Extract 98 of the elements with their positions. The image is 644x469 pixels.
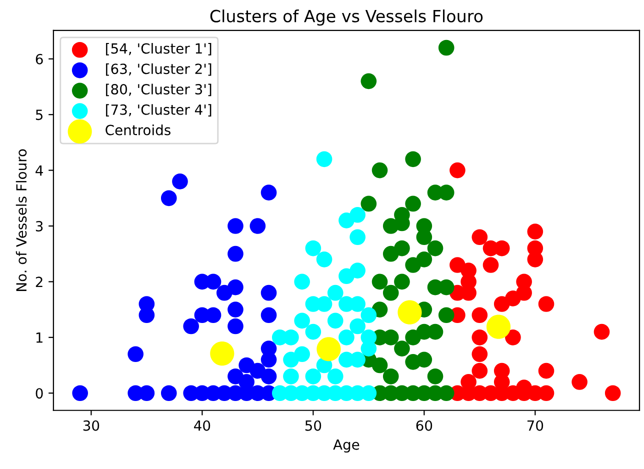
- chart-title: Clusters of Age vs Vessels Flouro: [210, 9, 483, 26]
- point: [260, 307, 277, 324]
- point: [360, 307, 377, 324]
- point: [416, 352, 432, 368]
- point: [350, 262, 366, 278]
- point: [294, 274, 310, 290]
- x-tick-label: 40: [194, 420, 210, 431]
- point: [305, 240, 322, 256]
- point: [228, 246, 244, 262]
- point: [260, 184, 277, 200]
- point: [72, 385, 88, 402]
- point: [316, 252, 332, 268]
- point: [405, 257, 421, 273]
- point: [327, 368, 344, 384]
- point: [250, 218, 266, 234]
- legend-label: [63, 'Cluster 2']: [106, 63, 212, 76]
- legend-label: [80, 'Cluster 3']: [106, 84, 212, 96]
- point: [338, 329, 354, 346]
- point: [305, 368, 322, 384]
- point: [538, 362, 554, 379]
- point: [360, 196, 377, 212]
- point: [472, 307, 488, 324]
- point: [505, 329, 521, 346]
- point: [472, 362, 488, 379]
- y-tick-label: 4: [36, 165, 43, 176]
- y-tick-label: 6: [36, 54, 43, 64]
- legend-label: [73, 'Cluster 4']: [106, 104, 212, 117]
- point: [472, 346, 488, 362]
- point: [350, 206, 366, 223]
- point: [394, 340, 410, 356]
- point: [482, 257, 499, 273]
- point: [494, 296, 510, 312]
- point: [283, 329, 299, 346]
- y-axis-title: No. of Vessels Flouro: [16, 149, 27, 291]
- point: [172, 174, 188, 190]
- point: [294, 312, 310, 329]
- point: [260, 368, 277, 384]
- point: [405, 151, 421, 168]
- point: [360, 73, 377, 90]
- point: [394, 274, 410, 290]
- y-tick-label: 2: [36, 276, 42, 287]
- point: [228, 368, 244, 384]
- point: [305, 324, 322, 340]
- point: [438, 40, 454, 56]
- point: [486, 314, 511, 339]
- point: [472, 329, 488, 346]
- x-axis-title: Age: [333, 440, 360, 453]
- x-tick-label: 60: [416, 420, 432, 431]
- point: [372, 162, 388, 178]
- point: [382, 284, 399, 301]
- point: [327, 284, 344, 301]
- point: [372, 274, 388, 290]
- y-tick-label: 3: [36, 220, 43, 232]
- x-tick-label: 30: [83, 420, 100, 431]
- point: [594, 324, 610, 340]
- point: [294, 346, 310, 362]
- point: [604, 385, 621, 402]
- point: [472, 229, 488, 246]
- point: [572, 374, 588, 390]
- point: [427, 368, 444, 384]
- point: [527, 224, 544, 240]
- point: [427, 240, 444, 256]
- point: [438, 307, 454, 324]
- point: [538, 296, 554, 312]
- point: [527, 252, 544, 268]
- point: [405, 196, 421, 212]
- point: [260, 340, 277, 356]
- point: [382, 246, 399, 262]
- point: [160, 190, 177, 206]
- y-tick-label: 5: [36, 110, 43, 120]
- point: [228, 318, 244, 334]
- y-tick-label: 0: [36, 388, 43, 399]
- point: [316, 337, 341, 362]
- legend-label: Centroids: [106, 124, 170, 136]
- y-tick-label: 1: [36, 332, 42, 343]
- point: [382, 368, 399, 384]
- point: [382, 218, 399, 234]
- point: [228, 279, 244, 296]
- point: [238, 357, 254, 374]
- point: [350, 318, 366, 334]
- point: [260, 284, 277, 301]
- point: [283, 368, 299, 384]
- point: [338, 296, 354, 312]
- point: [128, 346, 144, 362]
- legend-label: [54, 'Cluster 1']: [106, 42, 212, 56]
- point: [210, 342, 234, 366]
- x-tick-label: 50: [305, 420, 322, 431]
- point: [450, 162, 466, 178]
- point: [327, 312, 344, 329]
- point: [350, 229, 366, 246]
- point: [228, 302, 244, 318]
- point: [398, 300, 422, 324]
- point: [160, 385, 177, 402]
- x-tick-label: 70: [527, 420, 544, 431]
- point: [183, 318, 199, 334]
- point: [316, 151, 332, 168]
- point: [228, 218, 244, 234]
- point: [405, 329, 421, 346]
